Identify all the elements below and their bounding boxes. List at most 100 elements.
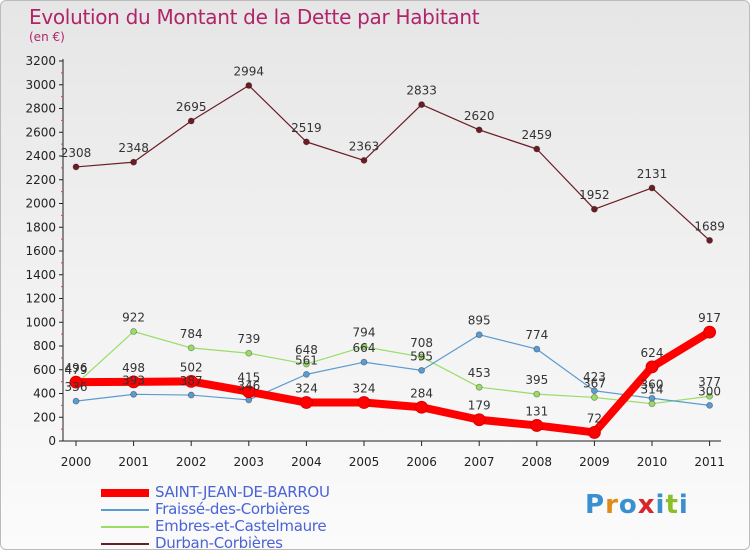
y-tick-label: 2400 (25, 149, 56, 163)
data-label: 708 (410, 336, 433, 350)
data-point (533, 345, 541, 353)
data-label: 561 (295, 353, 318, 367)
x-tick-label: 2009 (579, 455, 610, 469)
logo-letter: t (665, 490, 679, 520)
x-tick-label: 2001 (118, 455, 149, 469)
y-tick-label: 1400 (25, 268, 56, 282)
logo-letter: r (605, 490, 619, 520)
series-line-2 (75, 334, 711, 406)
logo-letter: x (637, 490, 656, 520)
legend-swatch (101, 526, 149, 528)
y-tick-label: 2800 (25, 102, 56, 116)
data-point (418, 366, 426, 374)
data-label: 784 (180, 327, 203, 341)
data-point (591, 205, 598, 213)
x-tick-label: 2003 (234, 455, 265, 469)
legend-swatch (101, 509, 149, 511)
data-point (187, 117, 195, 125)
logo-letter: o (618, 490, 638, 520)
data-label: 595 (410, 349, 433, 363)
data-point (184, 374, 198, 388)
data-label: 346 (237, 379, 260, 393)
data-label: 479 (65, 363, 88, 377)
chart-unit-label: (en €) (29, 30, 65, 44)
data-label: 1952 (579, 188, 610, 202)
data-label: 324 (353, 382, 376, 396)
chart-title: Evolution du Montant de la Dette par Hab… (29, 5, 480, 29)
y-tick-label: 400 (33, 387, 56, 401)
data-label: 367 (583, 376, 606, 390)
data-label: 774 (525, 328, 548, 342)
data-label: 377 (698, 375, 721, 389)
x-tick-label: 2007 (464, 455, 495, 469)
data-label: 423 (583, 370, 606, 384)
data-point (130, 328, 138, 335)
data-label: 895 (468, 314, 491, 328)
data-label: 498 (122, 361, 145, 375)
logo-letter: i (655, 490, 666, 520)
data-label: 794 (353, 326, 376, 340)
x-tick-label: 2004 (291, 455, 322, 469)
data-label: 624 (641, 346, 664, 360)
data-point (475, 126, 483, 134)
data-point (703, 325, 716, 339)
data-label: 917 (698, 311, 721, 325)
data-point (302, 370, 310, 378)
data-label: 314 (641, 383, 664, 397)
data-label: 395 (525, 373, 548, 387)
legend-label: Durban-Corbières (155, 534, 283, 550)
data-label: 2363 (349, 139, 380, 153)
data-label: 415 (237, 371, 260, 385)
data-label: 502 (180, 360, 203, 374)
data-label: 2348 (118, 141, 149, 155)
y-tick-label: 3200 (25, 54, 56, 68)
data-label: 300 (698, 384, 721, 398)
y-tick-label: 0 (48, 434, 56, 448)
data-point (472, 413, 486, 427)
data-label: 2131 (637, 167, 668, 181)
legend-swatch (101, 543, 149, 545)
data-point (130, 158, 138, 166)
series-line-0 (75, 84, 711, 242)
data-point (648, 394, 656, 402)
data-label: 284 (410, 386, 433, 400)
data-point (533, 390, 541, 398)
data-label: 2459 (522, 128, 553, 142)
x-tick-label: 2011 (694, 455, 725, 469)
x-tick-label: 2006 (406, 455, 437, 469)
data-label: 72 (587, 411, 602, 425)
legend-swatch (101, 489, 149, 497)
data-label: 922 (122, 311, 145, 325)
data-point (648, 184, 656, 192)
data-point (245, 82, 253, 89)
y-tick-label: 2600 (25, 125, 56, 139)
data-point (475, 383, 483, 391)
series-line-1 (75, 330, 711, 405)
data-point (475, 331, 483, 339)
data-point (357, 396, 371, 409)
data-point (69, 375, 83, 389)
y-tick-label: 2200 (25, 173, 56, 187)
series-line-3 (72, 328, 714, 437)
data-point (302, 138, 310, 146)
data-label: 496 (65, 361, 88, 375)
data-point (530, 419, 544, 432)
y-tick-label: 1200 (25, 292, 56, 306)
data-label: 360 (641, 377, 664, 391)
data-point (418, 101, 426, 108)
data-point (588, 426, 601, 439)
data-point (187, 344, 195, 352)
data-point (299, 396, 313, 409)
data-point (533, 145, 541, 153)
data-label: 2620 (464, 109, 495, 123)
data-point (415, 400, 429, 414)
legend-label: Embres-et-Castelmaure (155, 517, 327, 535)
y-tick-label: 1800 (25, 220, 56, 234)
y-tick-label: 1000 (25, 315, 56, 329)
y-tick-label: 3000 (25, 78, 56, 92)
data-label: 739 (237, 332, 260, 346)
data-label: 2695 (176, 100, 207, 114)
x-tick-label: 2000 (61, 455, 92, 469)
data-point (127, 375, 141, 389)
